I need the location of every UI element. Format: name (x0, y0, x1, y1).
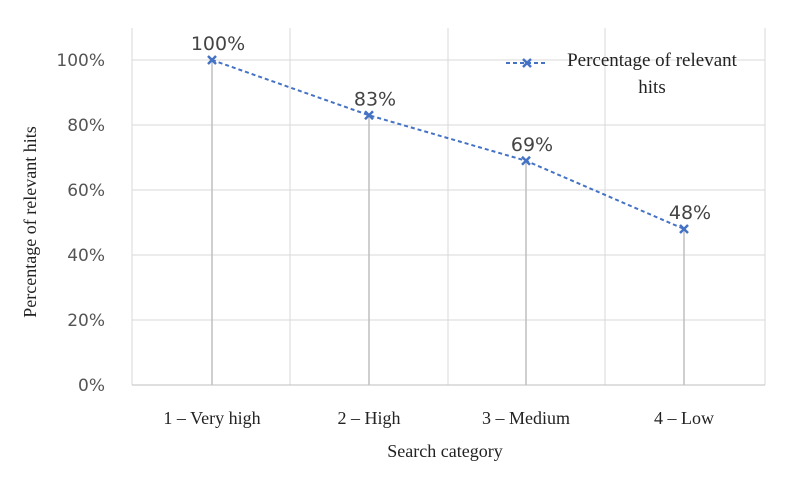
grid (131, 28, 766, 386)
y-tick-label: 60% (67, 181, 105, 201)
x-tick-label: 3 – Medium (482, 408, 570, 428)
legend-marker (522, 58, 532, 68)
x-tick-label: 4 – Low (654, 408, 714, 428)
y-tick-label: 20% (67, 311, 105, 331)
data-label: 100% (191, 33, 245, 55)
legend-label-line-1: Percentage of relevant (567, 50, 738, 71)
y-tick-label: 0% (78, 376, 105, 396)
y-axis-title: Percentage of relevant hits (20, 126, 40, 317)
data-point-marker (364, 110, 374, 121)
data-point-marker (521, 155, 531, 166)
data-label: 83% (354, 88, 396, 110)
y-ticks: 0% 20% 40% 60% 80% 100% (56, 51, 105, 396)
y-tick-label: 100% (56, 51, 105, 71)
series-line (211, 59, 685, 230)
x-tick-label: 1 – Very high (163, 408, 260, 428)
x-ticks: 1 – Very high 2 – High 3 – Medium 4 – Low (163, 408, 714, 428)
legend-label-line-2: hits (638, 77, 665, 98)
legend: Percentage of relevant hits (506, 50, 738, 98)
y-tick-label: 80% (67, 116, 105, 136)
data-label: 48% (669, 202, 711, 224)
data-label: 69% (511, 134, 553, 156)
data-point-marker (679, 224, 689, 234)
y-tick-label: 40% (67, 246, 105, 266)
x-axis-title: Search category (387, 441, 502, 461)
x-tick-label: 2 – High (338, 408, 401, 428)
data-point-marker (207, 55, 217, 65)
drop-lines (211, 60, 685, 385)
data-labels: 100% 83% 69% 48% (191, 33, 711, 224)
series (207, 55, 689, 234)
